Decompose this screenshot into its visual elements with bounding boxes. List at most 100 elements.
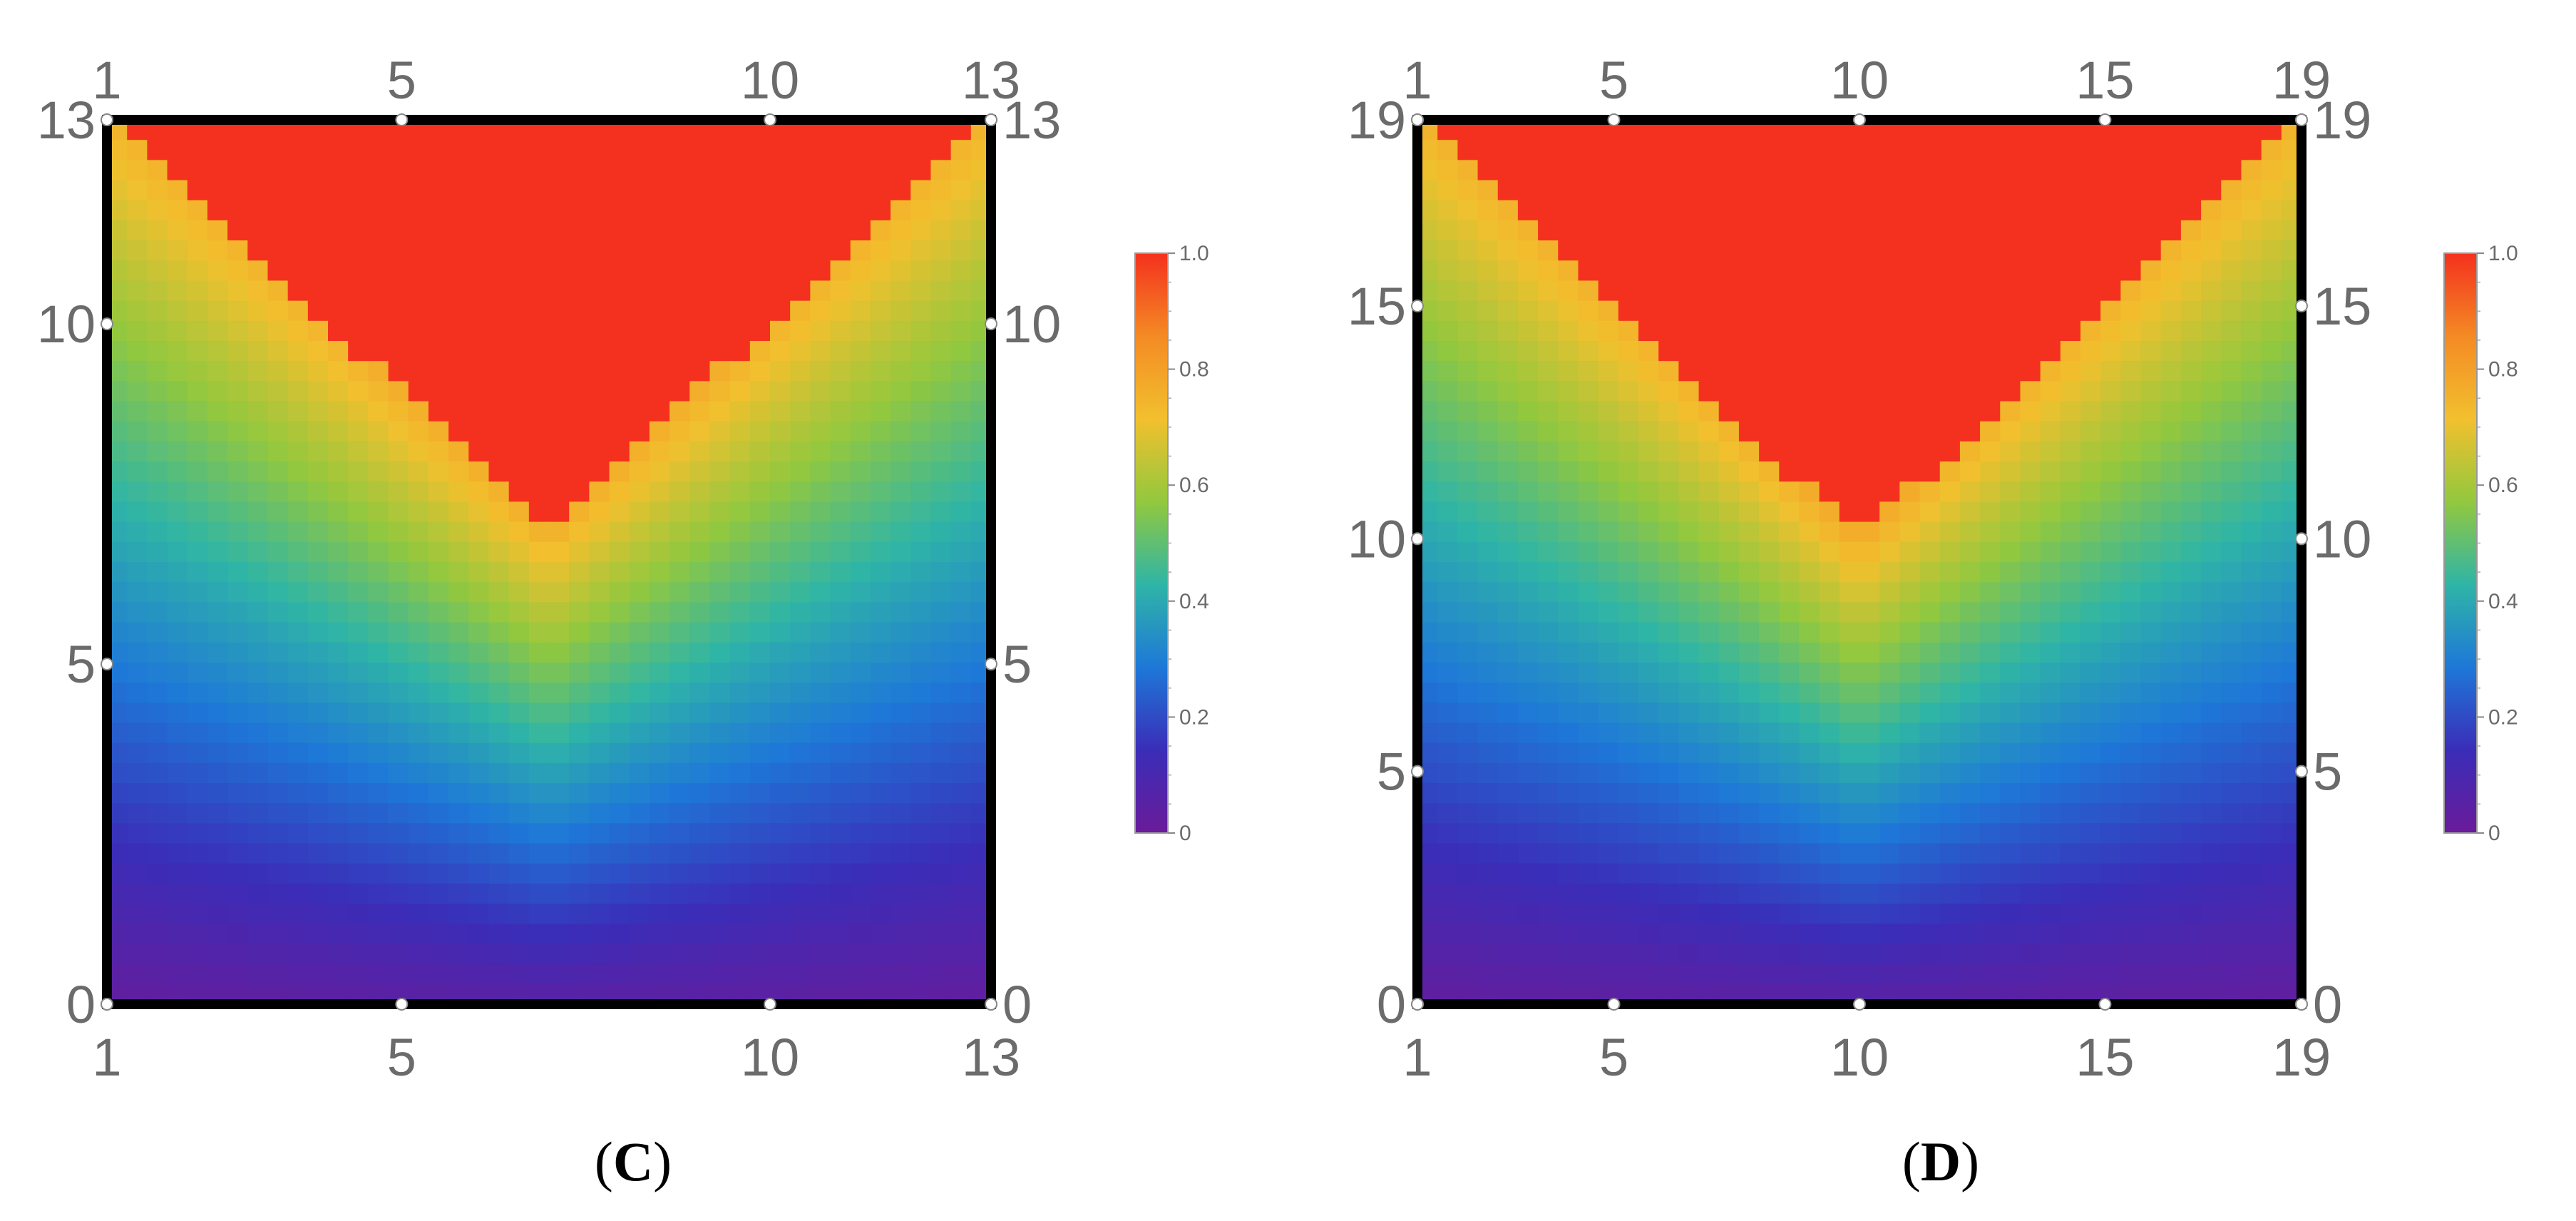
heatmap-cell [569,602,590,623]
heatmap-cell [2040,140,2061,161]
heatmap-cell [930,602,952,623]
heatmap-cell [1658,823,1680,844]
heatmap-cell [1839,662,1860,683]
heatmap-cell [689,361,711,382]
heatmap-cell [328,401,349,422]
heatmap-cell [508,361,530,382]
heatmap-cell [1718,180,1740,201]
heatmap-cell [2140,722,2162,744]
heatmap-cell [850,662,871,683]
heatmap-cell [2261,562,2282,583]
heatmap-cell [1698,783,1720,804]
heatmap-cell [709,320,731,342]
heatmap-cell [247,602,269,623]
heatmap-cell [2000,361,2021,382]
heatmap-cell [2100,421,2122,442]
heatmap-cell [1879,642,1901,663]
heatmap-cell [2120,863,2142,884]
heatmap-cell [1759,280,1780,302]
heatmap-cell [669,401,691,422]
heatmap-cell [2060,622,2081,643]
y-tick-right [985,658,997,671]
heatmap-cell [348,501,369,523]
heatmap-cell [1477,904,1499,925]
heatmap-cell [2000,783,2021,804]
heatmap-cell [1477,964,1499,985]
heatmap-cell [1980,924,2001,945]
heatmap-cell [669,783,691,804]
heatmap-cell [1618,160,1639,181]
heatmap-cell [910,622,932,643]
heatmap-cell [488,280,510,302]
heatmap-cell [830,762,851,784]
heatmap-cell [830,260,851,282]
heatmap-cell [729,722,751,744]
heatmap-cell [1678,924,1700,945]
heatmap-cell [1678,341,1700,362]
heatmap-cell [629,843,650,864]
heatmap-cell [1678,381,1700,402]
heatmap-cell [950,863,972,884]
heatmap-cell [207,662,228,683]
heatmap-cell [1497,401,1519,422]
heatmap-cell [2241,481,2262,503]
heatmap-cell [488,441,510,462]
heatmap-cell [549,160,570,181]
heatmap-cell [408,582,429,603]
heatmap-cell [810,783,831,804]
heatmap-cell [689,300,711,322]
heatmap-cell [729,441,751,462]
heatmap-cell [850,401,871,422]
heatmap-cell [1538,722,1559,744]
y-tick-label-left: 0 [1377,975,1406,1034]
heatmap-cell [2060,762,2081,784]
heatmap-cell [2060,401,2081,422]
heatmap-cell [669,381,691,402]
heatmap-cell [1879,602,1901,623]
heatmap-cell [1939,703,1961,724]
heatmap-cell [810,722,831,744]
heatmap-cell [549,361,570,382]
heatmap-cell [1517,582,1539,603]
heatmap-cell [850,361,871,382]
heatmap-cell [930,160,952,181]
heatmap-cell [609,662,630,683]
heatmap-cell [1538,541,1559,563]
heatmap-cell [2020,904,2041,925]
heatmap-cell [569,421,590,442]
heatmap-cell [1919,461,1941,483]
heatmap-cell [910,683,932,704]
heatmap-cell [810,140,831,161]
heatmap-cell [1859,843,1880,864]
heatmap-cell [910,180,932,201]
heatmap-cell [1437,200,1459,221]
heatmap-cell [207,703,228,724]
heatmap-cell [1839,441,1860,462]
heatmap-cell [689,401,711,422]
heatmap-cell [709,260,731,282]
heatmap-cell [468,280,490,302]
heatmap-cell [1437,401,1459,422]
heatmap-cell [749,762,771,784]
heatmap-cell [1678,683,1700,704]
heatmap-cell [127,401,148,422]
heatmap-cell [870,501,891,523]
heatmap-cell [368,300,389,322]
heatmap-cell [2080,501,2101,523]
heatmap-cell [1839,863,1860,884]
heatmap-cell [850,883,871,904]
heatmap-cell [609,361,630,382]
heatmap-cell [669,562,691,583]
heatmap-cell [1698,944,1720,965]
heatmap-cell [1859,341,1880,362]
heatmap-cell [2120,441,2142,462]
heatmap-cell [1517,843,1539,864]
heatmap-cell [1437,320,1459,342]
heatmap-cell [468,300,490,322]
heatmap-cell [167,944,188,965]
heatmap-cell [1919,602,1941,623]
heatmap-cell [2120,742,2142,764]
heatmap-cell [930,904,952,925]
heatmap-cell [1558,501,1579,523]
heatmap-cell [589,863,610,884]
